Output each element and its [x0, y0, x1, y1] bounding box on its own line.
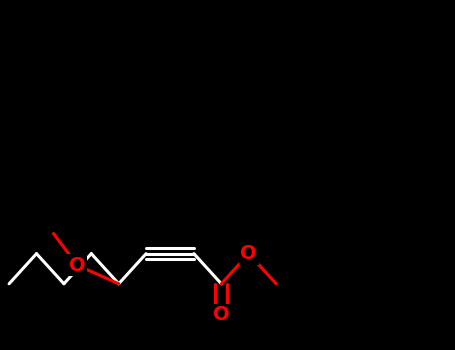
Text: O: O [240, 244, 257, 263]
Text: O: O [213, 306, 230, 324]
Text: O: O [69, 256, 86, 275]
